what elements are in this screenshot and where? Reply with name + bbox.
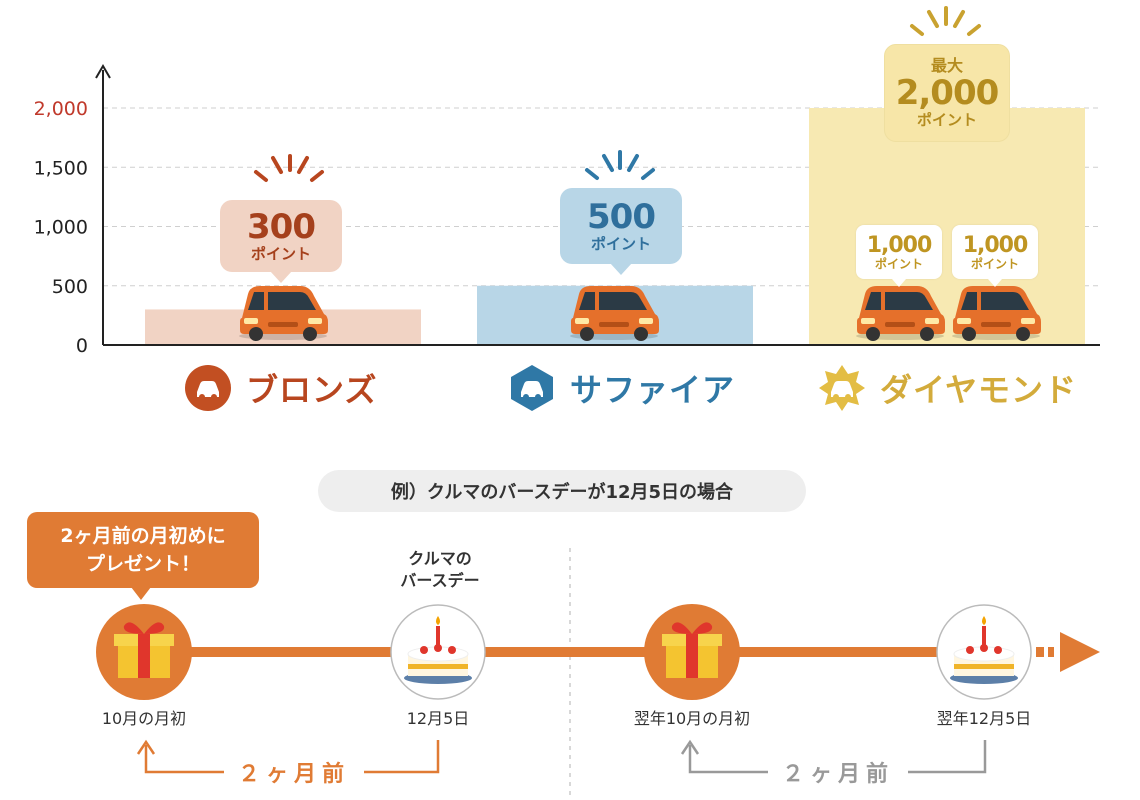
gap-bracket	[360, 740, 440, 774]
tier-name: ブロンズ	[246, 371, 378, 409]
car-icon	[239, 286, 328, 341]
arrow-right-icon	[1036, 632, 1100, 672]
sapphire-car-badge-icon	[511, 365, 553, 411]
diamond-sub-bubble: 1,000 ポイント	[856, 225, 942, 287]
bronze-car-badge-icon	[185, 365, 231, 411]
gap-bracket	[144, 745, 225, 774]
diamond-sub-value: 1,000	[962, 232, 1029, 258]
y-tick-label: 2,000	[34, 98, 88, 120]
diamond-points-bubble: 最大 2,000 ポイント	[884, 44, 1010, 142]
timeline-point-label: 12月5日	[406, 709, 470, 728]
birthday-cake-icon	[936, 604, 1032, 700]
bronze-points-value: 300	[247, 207, 316, 247]
y-tick-label: 1,000	[34, 217, 88, 239]
y-axis-arrow	[95, 64, 111, 79]
gap-bracket-next-year	[905, 740, 987, 774]
birthday-label-line: バースデー	[400, 571, 480, 590]
sapphire-points-bubble: 500 ポイント	[560, 188, 682, 275]
diamond-car-badge-icon	[819, 365, 865, 411]
gift-box-icon	[644, 604, 740, 700]
timeline-point-label: 翌年10月の月初	[633, 709, 751, 728]
gap-label-next-year: ２ヶ月前	[768, 756, 908, 788]
y-tick-label: 0	[76, 335, 88, 357]
diamond-sub-bubble: 1,000 ポイント	[952, 225, 1038, 287]
tier-label-bronze: ブロンズ	[184, 364, 377, 412]
birthday-label: クルマの バースデー	[370, 548, 510, 592]
diamond-points-value: 2,000	[895, 73, 1000, 113]
sapphire-points-unit: ポイント	[590, 235, 651, 253]
diamond-sub-value: 1,000	[866, 232, 933, 258]
callout-line: 2ヶ月前の月初めに	[60, 525, 226, 547]
bar-3	[809, 108, 1085, 345]
timeline-point-label: 10月の月初	[101, 709, 187, 728]
gap-bracket-next-year	[688, 745, 770, 774]
diamond-points-prefix: 最大	[930, 56, 963, 75]
tier-label-sapphire: サファイア	[508, 364, 735, 412]
tier-name: サファイア	[570, 371, 736, 409]
bronze-points-unit: ポイント	[250, 245, 311, 263]
birthday-cake-icon	[390, 604, 486, 700]
diamond-sub-unit: ポイント	[970, 256, 1019, 271]
callout-line: プレゼント！	[85, 553, 200, 575]
sparkle-icon	[254, 154, 324, 182]
diamond-sub-unit: ポイント	[874, 256, 923, 271]
sparkle-icon	[910, 6, 981, 36]
points-bar-chart: 0 500 1,000 1,500 2,000	[34, 6, 1100, 357]
tier-label-diamond: ダイヤモンド	[818, 364, 1077, 412]
gift-box-icon	[96, 604, 192, 700]
timeline-point-label: 翌年12月5日	[936, 709, 1032, 728]
y-tick-label: 1,500	[34, 157, 88, 179]
timeline	[136, 548, 1100, 795]
tier-name: ダイヤモンド	[880, 371, 1078, 409]
bronze-points-bubble: 300 ポイント	[220, 200, 342, 283]
diamond-points-unit: ポイント	[916, 111, 977, 129]
present-callout: 2ヶ月前の月初めに プレゼント！	[27, 512, 259, 600]
y-tick-label: 500	[52, 276, 88, 298]
sapphire-points-value: 500	[587, 197, 656, 237]
y-tick-labels: 0 500 1,000 1,500 2,000	[34, 98, 88, 357]
birthday-label-line: クルマの	[408, 549, 472, 568]
gap-label: ２ヶ月前	[224, 756, 364, 788]
sparkle-icon	[585, 150, 655, 180]
example-pill: 例）クルマのバースデーが12月5日の場合	[318, 470, 806, 512]
